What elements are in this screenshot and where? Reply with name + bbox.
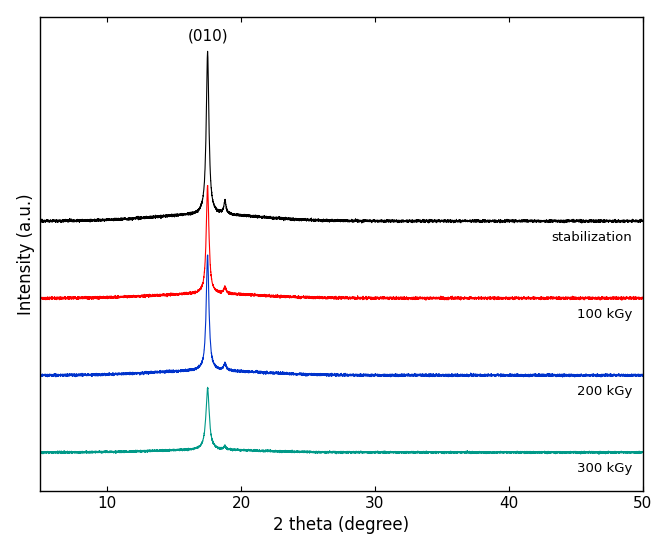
Text: stabilization: stabilization <box>551 231 632 244</box>
Y-axis label: Intensity (a.u.): Intensity (a.u.) <box>17 193 35 315</box>
Text: 100 kGy: 100 kGy <box>577 308 632 321</box>
Text: 300 kGy: 300 kGy <box>577 462 632 475</box>
Text: (010): (010) <box>187 29 228 44</box>
Text: 200 kGy: 200 kGy <box>577 385 632 398</box>
X-axis label: 2 theta (degree): 2 theta (degree) <box>274 516 409 534</box>
